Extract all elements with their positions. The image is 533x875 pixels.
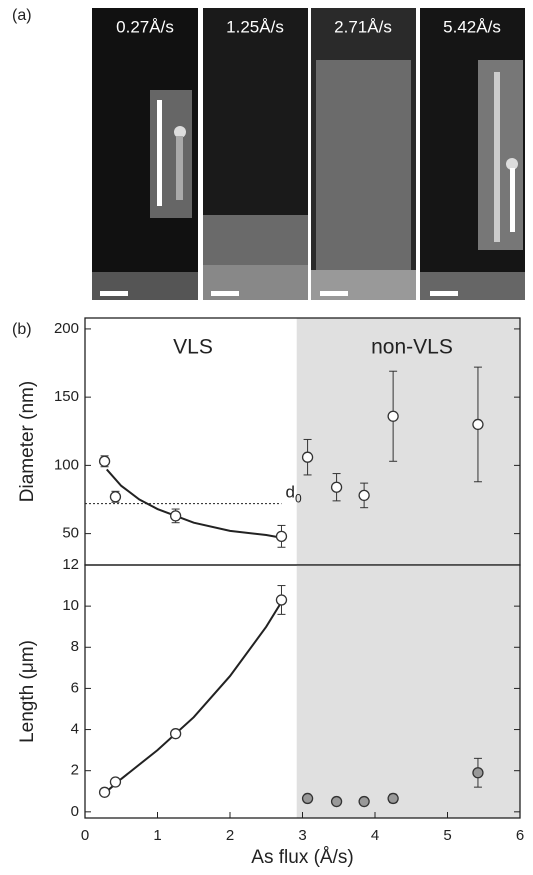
data-point <box>98 455 111 467</box>
y-tick-label: 0 <box>71 803 79 820</box>
x-tick-label: 6 <box>516 827 524 844</box>
data-point <box>387 410 399 422</box>
data-point <box>472 767 484 779</box>
scale-bar <box>320 291 348 296</box>
data-point <box>275 594 288 606</box>
x-tick-label: 1 <box>153 827 161 844</box>
scale-bar <box>510 168 515 232</box>
region-label: VLS <box>173 336 213 359</box>
data-point <box>301 792 314 805</box>
x-tick-label: 5 <box>443 827 451 844</box>
y-tick-label: 4 <box>71 721 79 738</box>
y-tick-label: 150 <box>54 388 79 405</box>
data-point <box>169 510 182 522</box>
data-point <box>98 786 111 798</box>
scale-bar <box>430 291 458 296</box>
wire <box>176 136 183 200</box>
droplet <box>174 126 186 138</box>
scale-bar <box>157 100 162 206</box>
data-point <box>109 776 122 788</box>
inset <box>478 60 523 250</box>
y-axis-title: Diameter (nm) <box>17 381 38 502</box>
region-label: non-VLS <box>371 336 453 359</box>
data-point <box>358 489 370 502</box>
data-point <box>330 795 343 808</box>
wires <box>316 60 411 280</box>
shaded-region <box>296 565 520 818</box>
y-tick-label: 6 <box>71 679 79 696</box>
reference-label: d0 <box>285 483 301 506</box>
x-tick-label: 2 <box>226 827 234 844</box>
scale-bar <box>100 291 128 296</box>
y-tick-label: 200 <box>54 320 79 337</box>
reference-label-main: d <box>285 483 294 502</box>
data-point <box>169 728 182 740</box>
plot-frame <box>84 564 521 819</box>
reference-label-sub: 0 <box>295 492 302 506</box>
sem-images <box>92 8 525 300</box>
x-axis-title: As flux (Å/s) <box>251 847 353 868</box>
data-point <box>109 491 122 503</box>
image-label: 5.42Å/s <box>443 17 501 36</box>
data-point <box>301 451 314 463</box>
data-point <box>472 418 484 431</box>
y-tick-label: 10 <box>62 597 79 614</box>
data-point <box>387 792 399 805</box>
x-tick-label: 4 <box>371 827 379 844</box>
y-tick-label: 12 <box>62 556 79 573</box>
data-point <box>330 481 343 493</box>
data-point <box>358 795 370 808</box>
inset <box>150 90 192 218</box>
fit-curve <box>103 601 283 795</box>
scale-bar <box>211 291 239 296</box>
image-label: 2.71Å/s <box>334 17 392 36</box>
wire <box>494 72 500 242</box>
panel-label: (a) <box>12 7 32 24</box>
shaded-region <box>296 318 520 565</box>
image-label: 1.25Å/s <box>226 17 284 36</box>
y-axis-title: Length (μm) <box>17 640 38 743</box>
panel-label: (b) <box>12 321 32 338</box>
droplet <box>506 158 518 170</box>
y-tick-label: 2 <box>71 762 79 779</box>
y-tick-label: 100 <box>54 456 79 473</box>
x-tick-label: 3 <box>298 827 306 844</box>
data-point <box>275 530 288 542</box>
x-tick-label: 0 <box>81 827 89 844</box>
y-tick-label: 50 <box>62 525 79 542</box>
y-tick-label: 8 <box>71 638 79 655</box>
image-label: 0.27Å/s <box>116 17 174 36</box>
